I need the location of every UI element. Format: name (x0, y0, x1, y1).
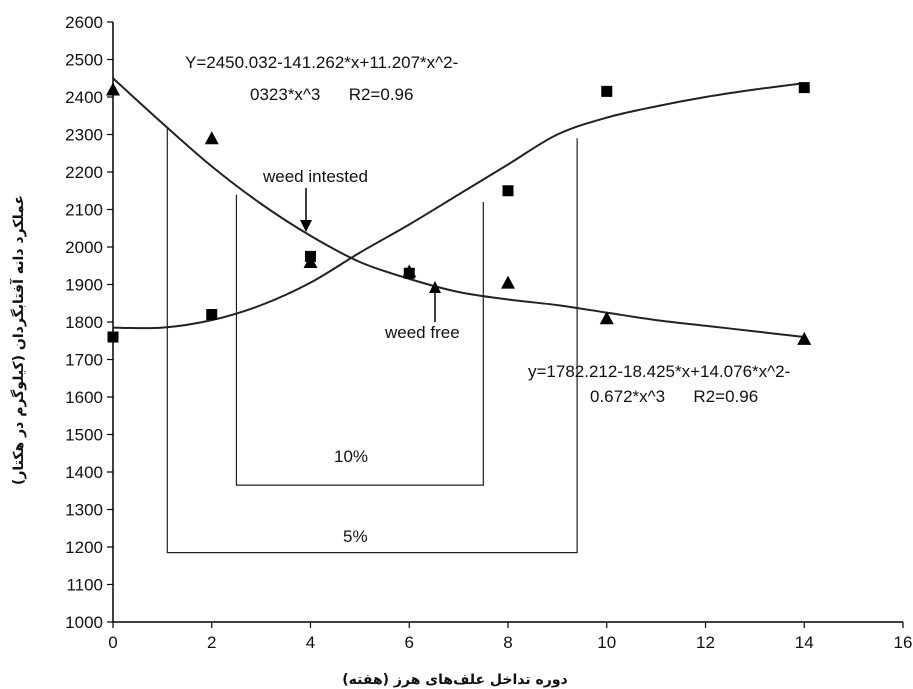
x-tick-label: 8 (503, 633, 512, 652)
y-tick-label: 1900 (65, 276, 103, 295)
y-tick-label: 1300 (65, 501, 103, 520)
bracket-bracket_5 (166, 127, 578, 554)
x-tick-label: 12 (696, 633, 715, 652)
y-tick-label: 1000 (65, 613, 103, 632)
axes: 1000 1100 1200 1300 1400 1500 1600 1700 1800 1900… (65, 13, 912, 652)
critical-period-brackets (166, 127, 578, 554)
triangle-marker (106, 82, 120, 96)
y-tick-label: 2200 (65, 163, 103, 182)
label-weed-free: weed free (384, 323, 460, 342)
bracket-label-5: 5% (343, 527, 368, 546)
x-tick-label: 2 (207, 633, 216, 652)
triangle-marker (501, 275, 515, 289)
y-tick-label: 2400 (65, 88, 103, 107)
y-tick-label: 1700 (65, 351, 103, 370)
y-tick-label: 1500 (65, 426, 103, 445)
triangle-marker (204, 131, 219, 145)
bracket-bracket_10 (235, 194, 484, 486)
arrowhead (300, 220, 312, 232)
x-tick-label: 16 (894, 633, 913, 652)
y-tick-label: 2500 (65, 51, 103, 70)
triangle-marker (797, 331, 812, 345)
arrowhead (429, 281, 441, 293)
square-marker (206, 309, 218, 320)
data-points (106, 82, 812, 345)
y-axis-title: عملکرد دانه آفتابگردان (کیلوگرم در هکتار… (9, 195, 27, 485)
y-tick-label: 1100 (66, 576, 103, 595)
y-tick-label: 1200 (65, 538, 103, 557)
x-tick-label: 10 (597, 633, 616, 652)
arrow-weed-infested (300, 188, 312, 232)
fitted-curves (112, 77, 805, 338)
arrow-weed-free (429, 281, 441, 322)
fitted-curve-weed-free (112, 82, 805, 330)
x-tick-label: 6 (405, 633, 414, 652)
x-axis-title: دوره تداخل علف‌های هرز (هفته) (342, 672, 567, 688)
label-weed-infested: weed intested (262, 167, 368, 186)
equation-infested-line1: Y=2450.032-141.262*x+11.207*x^2- (185, 53, 458, 72)
bracket-label-10: 10% (334, 447, 368, 466)
square-marker (601, 85, 613, 97)
y-tick-label: 2300 (65, 126, 103, 145)
annotations: Y=2450.032-141.262*x+11.207*x^2- 0323*x^… (9, 53, 790, 688)
y-tick-label: 2100 (65, 201, 103, 220)
square-marker (107, 331, 119, 343)
square-marker (403, 267, 415, 279)
x-tick-label: 0 (108, 633, 117, 652)
triangle-marker (599, 311, 614, 325)
square-marker (305, 250, 316, 262)
y-tick-label: 2000 (65, 238, 103, 257)
x-tick-label: 14 (795, 633, 814, 652)
square-marker (502, 185, 514, 197)
fitted-curve-weed-infested (112, 77, 805, 338)
equation-infested-line2: 0323*x^3 R2=0.96 (250, 85, 413, 104)
y-tick-label: 1400 (65, 463, 103, 482)
y-tick-label: 2600 (65, 13, 103, 32)
y-tick-label: 1600 (65, 388, 103, 407)
equation-free-line1: y=1782.212-18.425*x+14.076*x^2- (528, 362, 790, 381)
square-marker (798, 82, 810, 94)
x-tick-label: 4 (306, 633, 315, 652)
equation-free-line2: 0.672*x^3 R2=0.96 (590, 387, 758, 406)
y-tick-label: 1800 (65, 313, 103, 332)
